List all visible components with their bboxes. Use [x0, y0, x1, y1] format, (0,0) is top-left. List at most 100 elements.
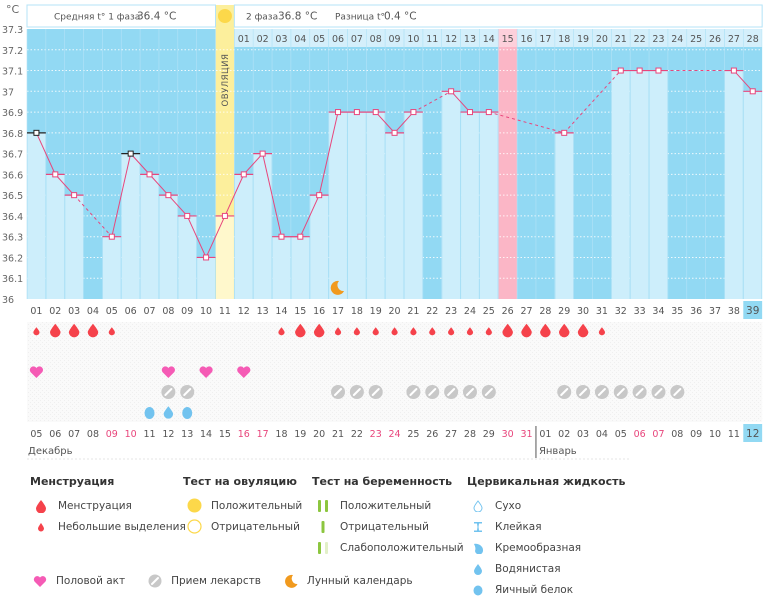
temperature-point: [353, 109, 360, 116]
calendar-date-label: 12: [746, 428, 759, 440]
legend-label: Отрицательный: [340, 520, 429, 533]
post-ovulation-day-label: 08: [370, 34, 382, 45]
phase2-label: 2 фаза: [246, 13, 278, 23]
temperature-point: [52, 171, 59, 178]
legend-title: Тест на овуляцию: [183, 475, 297, 488]
post-ovulation-day-label: 18: [558, 34, 570, 45]
cycle-day-label: 21: [407, 306, 419, 317]
temperature-bar: [461, 112, 479, 299]
cycle-day-label: 09: [181, 306, 193, 317]
temperature-point: [617, 67, 624, 74]
y-tick-label: 36.3: [2, 233, 23, 244]
calendar-date-label: 10: [125, 429, 137, 440]
post-ovulation-day-cell: [573, 29, 593, 47]
cycle-day-label: 05: [106, 306, 118, 317]
post-ovulation-day-label: 16: [520, 34, 532, 45]
post-ovulation-day-label: 26: [709, 34, 721, 45]
temperature-line-segment: [205, 215, 226, 258]
temperature-point: [184, 212, 191, 219]
pill-icon-stripe: [635, 388, 644, 396]
menstruation-light-icon: [410, 327, 417, 336]
calendar-date-label: 15: [219, 429, 231, 440]
post-ovulation-day-label: 15: [502, 34, 514, 45]
post-ovulation-day-label: 10: [407, 34, 419, 45]
post-ovulation-day-cell: [328, 29, 348, 47]
cycle-day-label: 33: [634, 306, 646, 317]
post-ovulation-day-cell: [611, 29, 630, 47]
post-ovulation-day-cell: [743, 29, 762, 47]
post-ovulation-day-label: 23: [652, 34, 664, 45]
post-ovulation-day-cell: [310, 29, 329, 47]
post-ovulation-day-cell: [442, 29, 461, 47]
calendar-date-label: 28: [464, 429, 476, 440]
menstruation-heavy-icon: [558, 323, 570, 338]
legend-item: Отрицательный: [312, 516, 464, 537]
y-tick-label: 36.6: [2, 170, 23, 181]
cycle-day-label: 17: [332, 306, 344, 317]
menstruation-light-icon: [485, 327, 492, 336]
y-tick-label: 37.2: [2, 46, 23, 57]
temperature-bar: [555, 132, 574, 299]
temperature-point: [278, 233, 285, 240]
calendar-date-label: 31: [520, 429, 532, 440]
sun-outline-icon: [183, 519, 205, 534]
calendar-date-label: 13: [181, 429, 193, 440]
temperature-line-segment: [168, 194, 188, 217]
pill-icon-stripe: [597, 388, 606, 396]
temperature-line-segment: [488, 111, 565, 134]
temperature-point: [466, 109, 473, 116]
calendar-date-label: 09: [690, 429, 702, 440]
temperature-bar: [272, 236, 291, 299]
egg-white-icon: [144, 407, 155, 419]
cycle-day-label: 27: [520, 306, 532, 317]
legend-title: Тест на беременность: [312, 475, 453, 488]
y-tick-label: 36.5: [2, 191, 23, 202]
post-ovulation-day-label: 27: [728, 34, 740, 45]
drop-watery-icon: [467, 563, 489, 575]
calendar-date-label: 16: [238, 429, 250, 440]
temperature-point: [730, 67, 737, 74]
drop-small-icon: [30, 522, 52, 532]
y-tick-label: 36.2: [2, 253, 23, 264]
legend-title: Менструация: [30, 475, 115, 488]
post-ovulation-day-cell: [272, 29, 291, 47]
pill-icon-stripe: [164, 388, 173, 396]
calendar-date-label: 11: [143, 429, 155, 440]
temperature-line-segment: [149, 174, 169, 196]
y-tick-label: 36.8: [2, 129, 23, 140]
pill-icon-stripe: [409, 388, 418, 396]
post-ovulation-day-cell: [687, 29, 706, 47]
ovulation-label: ОВУЛЯЦИЯ: [221, 54, 231, 107]
temperature-line-segment: [243, 153, 263, 175]
moon-icon: [330, 280, 345, 295]
calendar-date-label: 06: [49, 429, 61, 440]
calendar-date-label: 21: [332, 429, 344, 440]
legend-label: Водянистая: [495, 562, 561, 575]
cycle-day-label: 24: [464, 306, 476, 317]
post-ovulation-day-label: 01: [238, 34, 250, 45]
temperature-bar: [329, 112, 347, 299]
cycle-day-label: 18: [351, 306, 363, 317]
calendar-date-label: 24: [389, 429, 401, 440]
calendar-date-label: 01: [539, 429, 551, 440]
calendar-date-label: 09: [106, 429, 118, 440]
post-ovulation-day-label: 02: [257, 34, 269, 45]
post-ovulation-day-label: 24: [671, 34, 683, 45]
temperature-point: [203, 254, 210, 261]
y-tick-label: 37: [2, 87, 14, 98]
legend-ovulation-test: Тест на овуляцию Положительный Отрицател…: [183, 475, 302, 537]
menstruation-light-icon: [429, 327, 436, 336]
pill-icon-stripe: [352, 388, 361, 396]
temperature-bar: [630, 70, 649, 300]
heart-icon: [161, 366, 175, 378]
menstruation-heavy-icon: [540, 323, 551, 338]
cycle-day-label: 12: [238, 306, 250, 317]
cycle-day-label: 08: [162, 306, 174, 317]
post-ovulation-day-cell: [498, 29, 517, 47]
cycle-day-label: 01: [30, 306, 42, 317]
month-label: Январь: [539, 446, 577, 457]
pill-icon-stripe: [428, 388, 437, 396]
legend-label: Прием лекарств: [171, 575, 261, 587]
test-single-icon: [312, 520, 334, 534]
calendar-date-label: 02: [558, 429, 570, 440]
